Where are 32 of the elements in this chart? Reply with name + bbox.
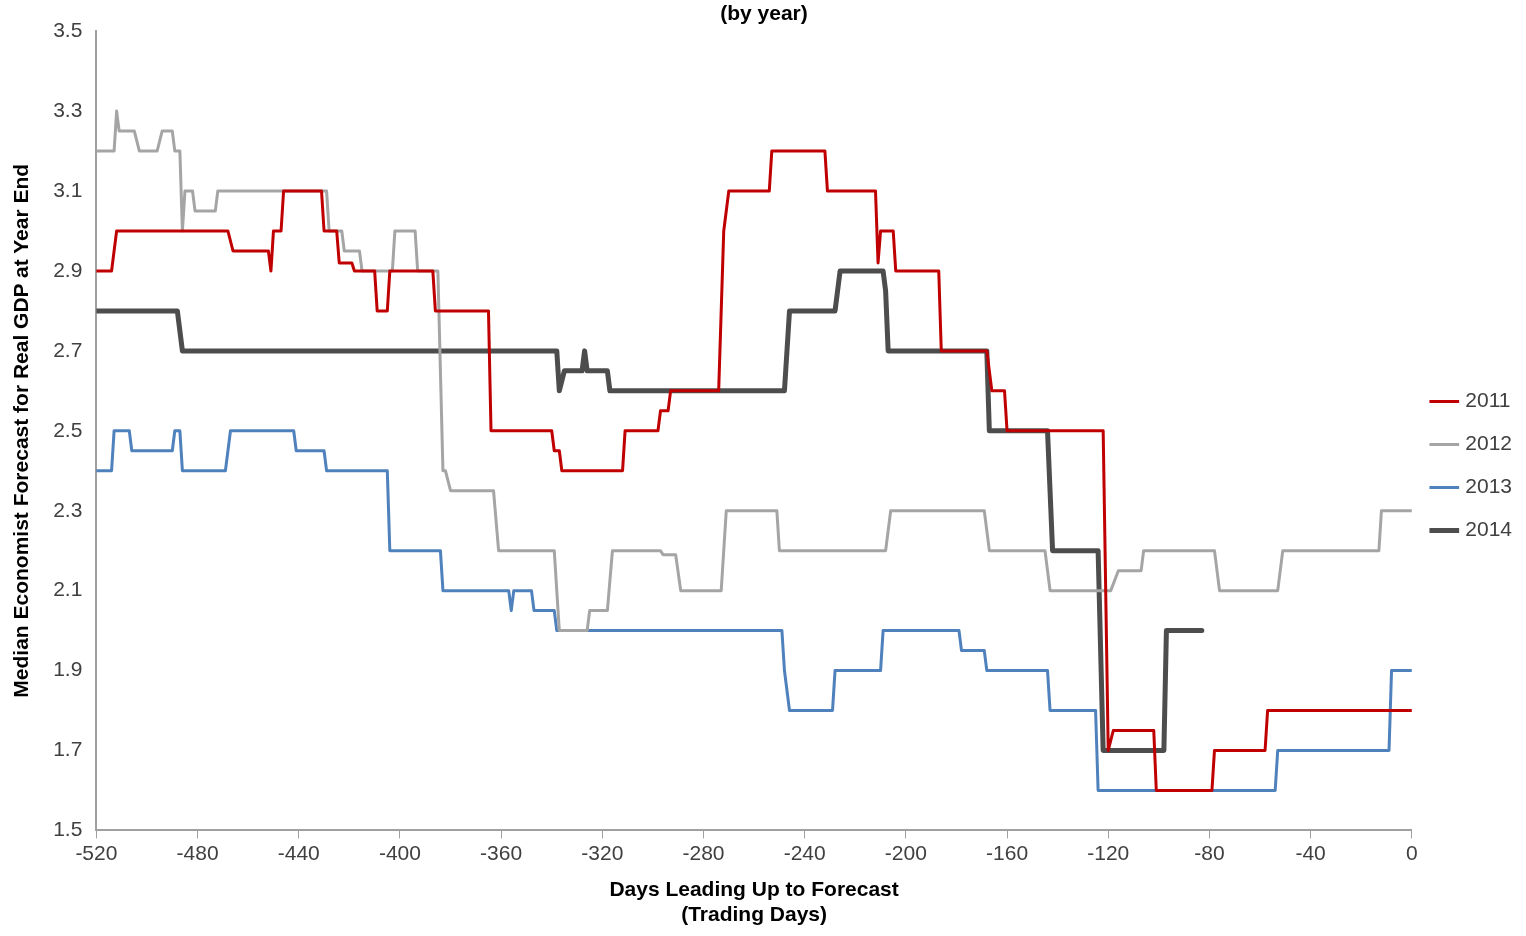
y-tick-label: 3.1: [53, 177, 83, 201]
legend-label: 2011: [1465, 388, 1511, 412]
x-tick-label: -40: [1295, 840, 1326, 864]
x-tick-label: -520: [75, 840, 118, 864]
x-tick-label: -400: [378, 840, 421, 864]
x-tick-label: -480: [176, 840, 219, 864]
y-axis-title: Median Economist Forecast for Real GDP at Year End: [9, 163, 33, 698]
y-tick-label: 1.5: [53, 817, 83, 841]
y-tick-label: 2.3: [53, 497, 83, 521]
x-tick-label: -120: [1087, 840, 1130, 864]
y-tick-label: 3.3: [53, 97, 83, 121]
y-tick-label: 1.7: [53, 737, 83, 761]
x-axis-title: Days Leading Up to Forecast (Trading Days): [609, 877, 899, 926]
y-tick-label: 2.5: [53, 417, 83, 441]
y-tick-label: 1.9: [53, 657, 83, 681]
x-tick-label: -440: [277, 840, 320, 864]
legend-label: 2012: [1465, 431, 1512, 455]
legend-label: 2013: [1465, 474, 1512, 498]
x-tick-label: -200: [884, 840, 927, 864]
x-tick-label: 0: [1405, 840, 1418, 864]
chart-title: (by year): [720, 1, 808, 25]
x-tick-label: -280: [682, 840, 725, 864]
y-tick-label: 2.9: [53, 257, 83, 281]
x-tick-label: -160: [986, 840, 1029, 864]
legend-label: 2014: [1465, 517, 1513, 541]
y-tick-label: 2.1: [53, 577, 83, 601]
y-tick-label: 3.5: [53, 18, 83, 41]
y-tick-label: 2.7: [53, 337, 83, 361]
x-tick-label: -320: [581, 840, 624, 864]
x-tick-label: -240: [783, 840, 826, 864]
x-tick-label: -360: [480, 840, 523, 864]
x-tick-label: -80: [1194, 840, 1225, 864]
